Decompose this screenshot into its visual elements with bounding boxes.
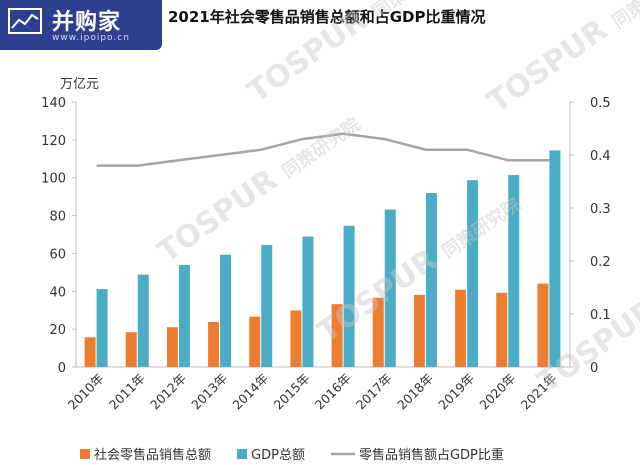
y-tick-label: 20 [49,323,66,338]
legend-label: 社会零售品销售总额 [94,447,211,463]
bar-gdp [137,274,149,367]
y-tick-label: 120 [41,134,66,149]
logo-name: 并购家 [52,10,122,35]
bar-retail [249,316,261,367]
legend-swatch [80,449,90,459]
chart-title: 2021年社会零售品销售总额和占GDP比重情况 [168,8,486,26]
bar-gdp [261,245,273,367]
y-tick-label: 140 [41,96,66,111]
y-tick-label: 100 [41,172,66,187]
y2-tick-label: 0.2 [590,255,611,270]
x-tick-label: 2013年 [188,371,230,413]
x-tick-label: 2014年 [229,371,271,413]
y-tick-label: 60 [49,247,66,262]
x-tick-label: 2018年 [394,371,436,413]
bar-gdp [343,225,355,367]
logo-site: www.ipoipo.cn [52,33,130,43]
x-tick-label: 2016年 [312,371,354,413]
bar-retail [413,294,425,367]
bar-gdp [425,193,437,367]
bar-retail [290,310,302,367]
bar-gdp [549,150,561,367]
bar-gdp [220,254,232,367]
chart-logo-icon [8,8,42,34]
x-tick-label: 2020年 [476,371,518,413]
bar-retail [208,321,220,367]
logo: 并购家 www.ipoipo.cn [0,0,162,50]
x-tick-label: 2011年 [106,371,148,413]
bar-gdp [96,289,108,367]
y-tick-label: 40 [49,285,66,300]
y2-tick-label: 0 [590,361,598,376]
y2-tick-label: 0.3 [590,202,611,217]
y2-tick-label: 0.1 [590,308,611,323]
legend-label: 零售品销售额占GDP比重 [359,447,504,463]
y-axis-unit-label: 万亿元 [60,77,99,92]
legend-swatch [237,449,248,459]
bar-retail [537,283,549,367]
x-tick-label: 2012年 [147,371,189,413]
bar-gdp [508,175,520,367]
y-tick-label: 0 [58,361,66,376]
bar-retail [84,337,96,367]
bar-retail [455,289,467,367]
bar-retail [166,327,178,367]
legend-label: GDP总额 [251,448,305,463]
x-tick-label: 2017年 [353,371,395,413]
x-tick-label: 2019年 [435,371,477,413]
y-tick-label: 80 [49,210,66,225]
y2-tick-label: 0.5 [590,96,611,111]
bar-gdp [302,236,314,367]
bar-retail [125,332,137,367]
bar-gdp [384,209,396,367]
ratio-line [96,132,550,167]
y2-tick-label: 0.4 [590,149,611,164]
x-tick-label: 2015年 [271,371,313,413]
bar-retail [372,297,384,367]
bar-retail [496,292,508,367]
bar-retail [331,304,343,367]
bar-gdp [178,264,190,367]
bar-gdp [467,180,479,367]
x-tick-label: 2021年 [518,371,560,413]
x-tick-label: 2010年 [65,371,107,413]
